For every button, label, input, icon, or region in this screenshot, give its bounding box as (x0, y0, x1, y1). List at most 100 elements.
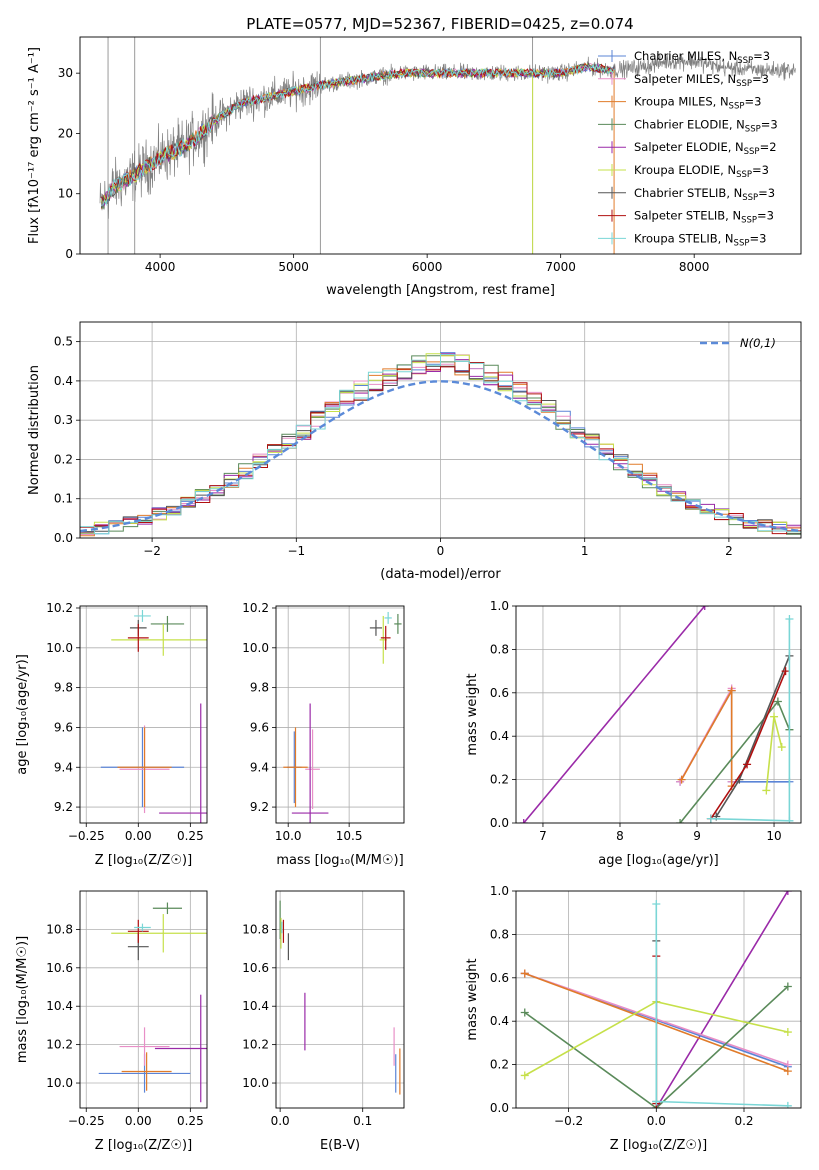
weight-point-chabrier_elodie (783, 982, 792, 991)
y-tick-label: 10.2 (46, 1038, 73, 1052)
weight-point-kroupa_elodie (762, 786, 771, 795)
x-tick-label: 10.0 (275, 829, 302, 843)
x-tick-label: 0.0 (647, 1114, 666, 1128)
weight-point-chabrier_elodie (520, 1008, 529, 1017)
mass_vs_Z-frame (79, 890, 208, 1109)
x-tick-label: 7000 (545, 260, 576, 274)
y-tick-label: 0.8 (490, 927, 509, 941)
age_vs_mass-xlabel: mass [log₁₀(M/M☉)] (276, 853, 403, 868)
y-tick-label: 0.8 (490, 642, 509, 656)
y-tick-label: 9.4 (250, 760, 269, 774)
y-tick-label: 9.2 (250, 800, 269, 814)
age_vs_mass-frame (275, 605, 405, 824)
weight-point-salpeter_elodie (519, 819, 528, 823)
y-tick-label: 1.0 (490, 599, 509, 613)
weight_vs_Z-axes: −0.2 0.0 0.2 0.0 0.2 0.4 0.6 0.8 1.0 (490, 884, 801, 1128)
y-tick-label: 0.2 (490, 773, 509, 787)
mass_vs_ebv-plot (279, 900, 401, 1095)
mass_vs_Z-xlabel: Z [log₁₀(Z/Z☉)] (95, 1138, 192, 1153)
hist-salpeter_stelib (80, 360, 801, 535)
x-tick-label: 0.1 (353, 1114, 372, 1128)
y-tick-label: 0.3 (54, 413, 73, 427)
x-tick-label: 0.00 (125, 829, 152, 843)
x-tick-label: 0.25 (177, 829, 204, 843)
y-tick-label: 9.4 (54, 760, 73, 774)
y-tick-label: 30 (58, 66, 73, 80)
y-tick-label: 0.6 (490, 686, 509, 700)
x-tick-label: 1 (581, 544, 589, 558)
spectrum-plot (99, 37, 796, 254)
age_vs_Z-frame (79, 605, 208, 824)
x-tick-label: −0.25 (68, 1114, 105, 1128)
weight-point-kroupa_stelib (785, 615, 794, 624)
y-tick-label: 10.8 (46, 922, 73, 936)
mass_vs_ebv-axes: 0.0 0.1 10.0 10.2 10.4 10.6 10.8 (242, 891, 404, 1128)
x-tick-label: 6000 (412, 260, 443, 274)
spectrum-ylabel: Flux [fλ10⁻¹⁷ erg cm⁻² s⁻¹ A⁻¹] (27, 47, 42, 244)
y-tick-label: 0.1 (54, 492, 73, 506)
y-tick-label: 10.0 (242, 641, 269, 655)
y-tick-label: 10.2 (242, 1038, 269, 1052)
x-tick-label: 10 (766, 829, 781, 843)
residuals-frame (79, 321, 802, 539)
spectrum-frame (79, 36, 802, 255)
weight_vs_age-xlabel: age [log₁₀(age/yr)] (598, 853, 719, 868)
y-tick-label: 10.2 (46, 601, 73, 615)
legend-label-salpeter_miles: Salpeter MILES, NSSP=3 (634, 72, 769, 89)
legend-label-salpeter_stelib: Salpeter STELIB, NSSP=3 (634, 209, 774, 226)
legend-label-chabrier_elodie: Chabrier ELODIE, NSSP=3 (634, 117, 778, 134)
x-tick-label: −2 (143, 544, 161, 558)
age_vs_Z-ylabel: age [log₁₀(age/yr)] (15, 654, 30, 775)
age_vs_mass-plot (283, 611, 402, 823)
mass_vs_Z-axes: −0.25 0.00 0.25 10.0 10.2 10.4 10.6 10.8 (46, 891, 207, 1128)
x-tick-label: 0.00 (125, 1114, 152, 1128)
figure-title: PLATE=0577, MJD=52367, FIBERID=0425, z=0… (246, 15, 633, 33)
y-tick-label: 0.2 (54, 452, 73, 466)
weight-point-kroupa_stelib (652, 900, 661, 909)
residuals-axes: −2 −1 0 1 2 0.0 0.1 0.2 0.3 0.4 0.5 (54, 322, 801, 558)
residuals-plot (80, 352, 801, 537)
y-tick-label: 0.5 (54, 335, 73, 349)
y-tick-label: 0.4 (490, 1014, 509, 1028)
legend-label-kroupa_elodie: Kroupa ELODIE, NSSP=3 (634, 163, 769, 180)
y-tick-label: 0.2 (490, 1058, 509, 1072)
weight-point-chabrier_elodie (773, 697, 782, 706)
residuals-xlabel: (data-model)/error (380, 567, 501, 582)
y-tick-label: 9.8 (54, 681, 73, 695)
x-tick-label: −1 (287, 544, 305, 558)
mass_vs_Z-ylabel: mass [log₁₀(M/M☉)] (15, 936, 30, 1063)
y-tick-label: 10.6 (242, 961, 269, 975)
weight-point-kroupa_elodie (770, 712, 779, 721)
weight-point-kroupa_stelib (785, 816, 794, 823)
y-tick-label: 0 (65, 247, 73, 261)
weight-point-salpeter_elodie (700, 606, 709, 610)
y-tick-label: 10.0 (46, 641, 73, 655)
y-tick-label: 0.0 (490, 816, 509, 830)
weight-point-salpeter_stelib (743, 760, 752, 769)
weight-point-kroupa_miles (727, 686, 736, 695)
x-tick-label: 4000 (145, 260, 176, 274)
weight-point-salpeter_elodie (783, 891, 792, 895)
weight_vs_age-plot (519, 606, 794, 823)
x-tick-label: −0.25 (68, 829, 105, 843)
legend-label-chabrier_stelib: Chabrier STELIB, NSSP=3 (634, 186, 775, 203)
x-tick-label: 9 (693, 829, 701, 843)
age_vs_Z-xlabel: Z [log₁₀(Z/Z☉)] (95, 853, 192, 868)
x-tick-label: 0.25 (177, 1114, 204, 1128)
y-tick-label: 10.6 (46, 961, 73, 975)
weight-point-kroupa_stelib (783, 1101, 792, 1108)
weight_vs_age-ylabel: mass weight (465, 673, 480, 755)
y-tick-label: 10.8 (242, 922, 269, 936)
y-tick-label: 1.0 (490, 884, 509, 898)
weight_vs_Z-frame (515, 890, 802, 1109)
weight-point-kroupa_elodie (783, 1028, 792, 1037)
normal-curve (80, 380, 801, 533)
y-tick-label: 0.6 (490, 971, 509, 985)
legend-label-kroupa_stelib: Kroupa STELIB, NSSP=3 (634, 231, 766, 248)
x-tick-label: 0.0 (271, 1114, 290, 1128)
x-tick-label: 5000 (278, 260, 309, 274)
x-tick-label: 0.2 (734, 1114, 753, 1128)
weight_vs_age-frame (515, 605, 802, 824)
weight-point-kroupa_stelib (706, 814, 715, 823)
mass_vs_ebv-frame (275, 890, 405, 1109)
